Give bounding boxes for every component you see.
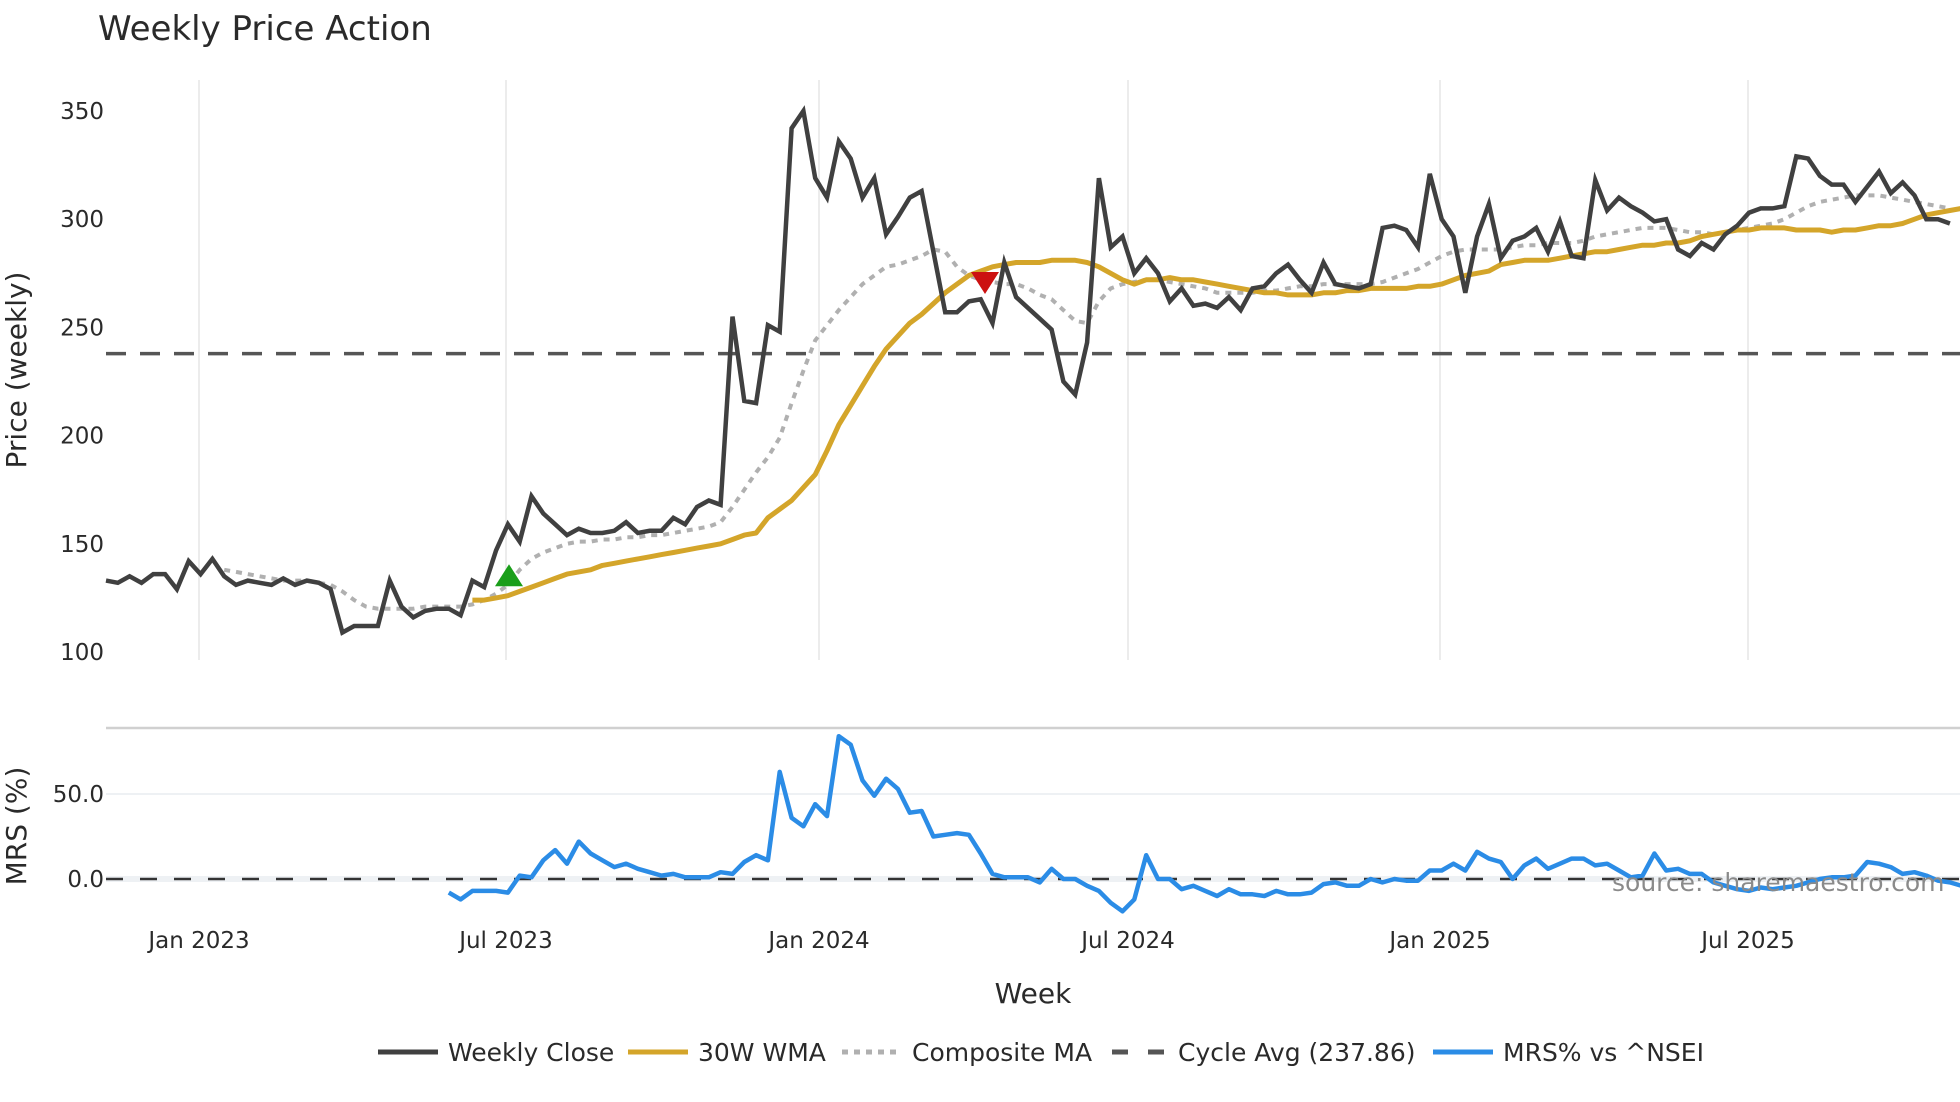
sell-signal-marker-icon (971, 271, 999, 294)
x-tick: Jul 2024 (1079, 928, 1175, 954)
x-tick: Jan 2025 (1387, 928, 1490, 954)
y-tick: 250 (60, 315, 104, 341)
mrs-line (447, 733, 1960, 914)
legend-item[interactable]: Weekly Close (378, 1038, 614, 1067)
x-tick: Jul 2023 (457, 928, 553, 954)
legend-label: Cycle Avg (237.86) (1178, 1038, 1416, 1067)
legend-item[interactable]: Cycle Avg (237.86) (1112, 1038, 1416, 1067)
legend-item[interactable]: 30W WMA (628, 1038, 826, 1067)
price-y-tick-labels: 100 150 200 250 300 350 (60, 99, 104, 666)
price-vertical-gridlines (198, 80, 1749, 660)
price-y-axis-label: Price (weekly) (0, 272, 33, 469)
buy-signal-marker-icon (495, 564, 523, 587)
x-axis-label: Week (995, 977, 1072, 1010)
weekly-close-line (105, 105, 1951, 636)
y-tick: 200 (60, 424, 104, 450)
y-tick: 100 (60, 640, 104, 666)
x-tick-labels: Jan 2023 Jul 2023 Jan 2024 Jul 2024 Jan 2025… (146, 928, 1794, 954)
legend: Weekly Close 30W WMA Composite MA Cycle Avg… (378, 1038, 1704, 1067)
legend-item[interactable]: Composite MA (842, 1038, 1092, 1067)
y-tick: 150 (60, 532, 104, 558)
y-tick: 0.0 (67, 867, 104, 893)
wma-30w-line (472, 206, 1960, 603)
x-tick: Jan 2024 (766, 928, 869, 954)
y-tick: 50.0 (53, 782, 104, 808)
legend-label: MRS% vs ^NSEI (1503, 1038, 1704, 1067)
legend-label: 30W WMA (698, 1038, 826, 1067)
x-tick: Jan 2023 (146, 928, 249, 954)
y-tick: 300 (60, 207, 104, 233)
legend-label: Composite MA (912, 1038, 1092, 1067)
x-tick: Jul 2025 (1699, 928, 1795, 954)
legend-item[interactable]: MRS% vs ^NSEI (1433, 1038, 1704, 1067)
watermark: source: sharemaestro.com (1612, 868, 1945, 897)
legend-label: Weekly Close (448, 1038, 614, 1067)
mrs-y-tick-labels: 0.0 50.0 (53, 782, 104, 893)
mrs-y-axis-label: MRS (%) (0, 767, 33, 886)
y-tick: 350 (60, 99, 104, 125)
chart-title: Weekly Price Action (98, 9, 432, 49)
